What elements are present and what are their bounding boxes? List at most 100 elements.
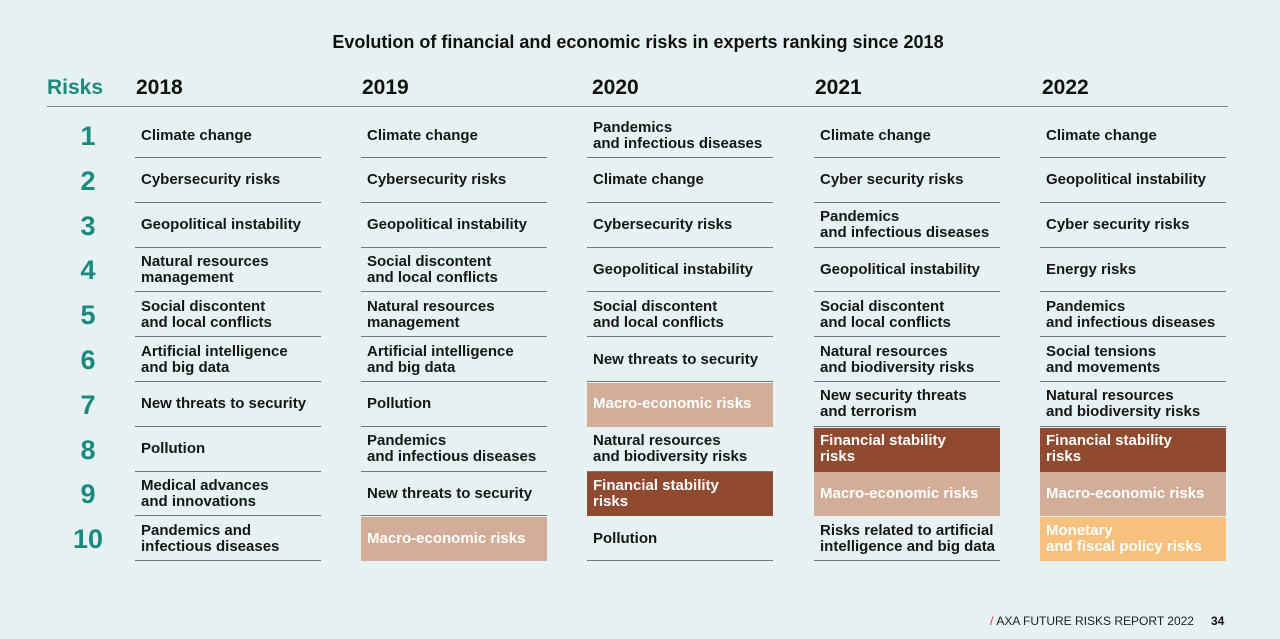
risk-label: Natural resources management xyxy=(141,252,269,286)
risk-cell: Natural resources management xyxy=(361,293,547,338)
risk-cell: New threats to security xyxy=(587,338,773,382)
risk-label: Geopolitical instability xyxy=(820,260,981,278)
page-number: 34 xyxy=(1211,614,1225,628)
rank-number: 1 xyxy=(80,121,96,151)
risk-label: Pollution xyxy=(367,395,432,413)
risks-header: Risks xyxy=(47,76,104,99)
risk-label: Artificial intelligence and big data xyxy=(141,342,288,376)
risk-cell: Cybersecurity risks xyxy=(587,204,773,248)
risk-cell: Artificial intelligence and big data xyxy=(361,338,547,382)
risk-cell: Geopolitical instability xyxy=(135,204,321,248)
risk-label: Cybersecurity risks xyxy=(593,216,733,234)
risk-cell: Social discontent and local conflicts xyxy=(361,248,547,293)
risk-cell: Natural resources and biodiversity risks xyxy=(1040,383,1226,427)
risk-cell: Social tensions and movements xyxy=(1040,338,1226,382)
rank-number: 10 xyxy=(72,524,104,555)
risk-label: Social discontent and local conflicts xyxy=(820,297,951,331)
risk-cell: Geopolitical instability xyxy=(587,248,773,293)
rank-number: 5 xyxy=(80,300,96,331)
risk-cell: Climate change xyxy=(361,114,547,158)
risk-label: Energy risks xyxy=(1046,260,1137,278)
risk-label: Geopolitical instability xyxy=(1046,171,1207,189)
risk-label: Financial stability risks xyxy=(820,432,946,466)
year-header-2020: 2020 xyxy=(592,76,639,99)
risk-label: Financial stability risks xyxy=(593,476,719,510)
risk-cell: New security threats and terrorism xyxy=(814,383,1000,427)
risk-label: Monetary and fiscal policy risks xyxy=(1046,521,1202,555)
risk-cell: Climate change xyxy=(135,114,321,158)
risk-cell-monetary: Monetary and fiscal policy risks xyxy=(1040,517,1226,562)
risk-cell: Cyber security risks xyxy=(1040,204,1226,248)
risk-label: Macro-economic risks xyxy=(820,484,979,502)
header-divider xyxy=(47,106,1228,107)
rank-number: 4 xyxy=(80,255,96,286)
risk-cell: Pollution xyxy=(361,383,547,427)
risk-label: Natural resources and biodiversity risks xyxy=(593,432,748,466)
risk-label: Cyber security risks xyxy=(820,171,964,189)
risk-cell: Energy risks xyxy=(1040,248,1226,293)
risk-label: Natural resources and biodiversity risks xyxy=(820,342,975,376)
risk-label: Macro-economic risks xyxy=(367,529,526,547)
risk-label: Social discontent and local conflicts xyxy=(141,297,272,331)
rank-number: 8 xyxy=(80,434,96,465)
risk-cell: Social discontent and local conflicts xyxy=(587,293,773,338)
footer-report: / AXA FUTURE RISKS REPORT 2022 xyxy=(990,614,1194,628)
year-header-2018: 2018 xyxy=(136,76,183,99)
risk-label: Pandemics and infectious diseases xyxy=(1046,297,1216,331)
risk-cell-macro: Macro-economic risks xyxy=(361,517,547,562)
risk-cell: Natural resources management xyxy=(135,248,321,293)
risk-label: Geopolitical instability xyxy=(367,216,528,234)
risk-cell: Geopolitical instability xyxy=(361,204,547,248)
risk-cell: Natural resources and biodiversity risks xyxy=(587,428,773,472)
page-title: Evolution of financial and economic risk… xyxy=(332,32,944,52)
risk-label: New security threats and terrorism xyxy=(820,387,967,421)
header-row: Risks 2018 2019 2020 2021 2022 xyxy=(0,76,1280,102)
year-header-2022: 2022 xyxy=(1042,76,1089,99)
risk-label: Social tensions and movements xyxy=(1046,342,1161,376)
risk-cell: Climate change xyxy=(587,159,773,203)
risk-label: Climate change xyxy=(820,126,931,144)
risk-label: Geopolitical instability xyxy=(141,216,302,234)
risk-cell: Pollution xyxy=(587,517,773,562)
year-header-2019: 2019 xyxy=(362,76,409,99)
risk-cell: Cybersecurity risks xyxy=(361,159,547,203)
risk-label: New threats to security xyxy=(141,395,307,413)
risk-label: Cybersecurity risks xyxy=(367,171,507,189)
risk-cell-macro: Macro-economic risks xyxy=(814,472,1000,517)
risk-label: Pandemics and infectious diseases xyxy=(141,521,280,555)
risk-cell: Social discontent and local conflicts xyxy=(814,293,1000,338)
risk-cell: New threats to security xyxy=(361,472,547,517)
risk-label: Macro-economic risks xyxy=(1046,484,1205,502)
risk-label: Artificial intelligence and big data xyxy=(367,342,514,376)
risk-label: New threats to security xyxy=(593,350,759,368)
risk-cell: Climate change xyxy=(814,114,1000,158)
risk-cell: Pandemics and infectious diseases xyxy=(587,114,773,158)
rank-number: 6 xyxy=(80,345,96,375)
risk-label: Pollution xyxy=(593,529,658,547)
risk-cell-macro: Macro-economic risks xyxy=(587,382,773,427)
risk-cell: Social discontent and local conflicts xyxy=(135,293,321,338)
risk-label: Pandemics and infectious diseases xyxy=(367,432,537,466)
risk-label: Pandemics and infectious diseases xyxy=(593,118,763,152)
risk-cell: Pandemics and infectious diseases xyxy=(135,517,321,562)
risk-cell: Climate change xyxy=(1040,114,1226,158)
risk-label: Pollution xyxy=(141,440,206,458)
rank-number: 7 xyxy=(80,389,96,420)
risk-cell: Natural resources and biodiversity risks xyxy=(814,338,1000,382)
risk-cell: Pandemics and infectious diseases xyxy=(814,204,1000,248)
footer-report-title: AXA FUTURE RISKS REPORT 2022 xyxy=(996,614,1194,628)
year-header-2021: 2021 xyxy=(815,76,862,99)
risk-cell: Risks related to artificial intelligence… xyxy=(814,517,1000,562)
risk-cell: Artificial intelligence and big data xyxy=(135,338,321,382)
risk-cell: Cyber security risks xyxy=(814,159,1000,203)
rank-number: 3 xyxy=(80,210,96,241)
risk-label: Social discontent and local conflicts xyxy=(367,252,498,286)
risk-label: Climate change xyxy=(1046,126,1157,144)
risk-label: Cyber security risks xyxy=(1046,216,1190,234)
rank-number: 9 xyxy=(80,479,96,510)
risk-label: Financial stability risks xyxy=(1046,432,1172,466)
risk-cell: Cybersecurity risks xyxy=(135,159,321,203)
risk-label: Cybersecurity risks xyxy=(141,171,281,189)
risk-cell: Medical advances and innovations xyxy=(135,472,321,517)
risk-label: Natural resources and biodiversity risks xyxy=(1046,387,1201,421)
